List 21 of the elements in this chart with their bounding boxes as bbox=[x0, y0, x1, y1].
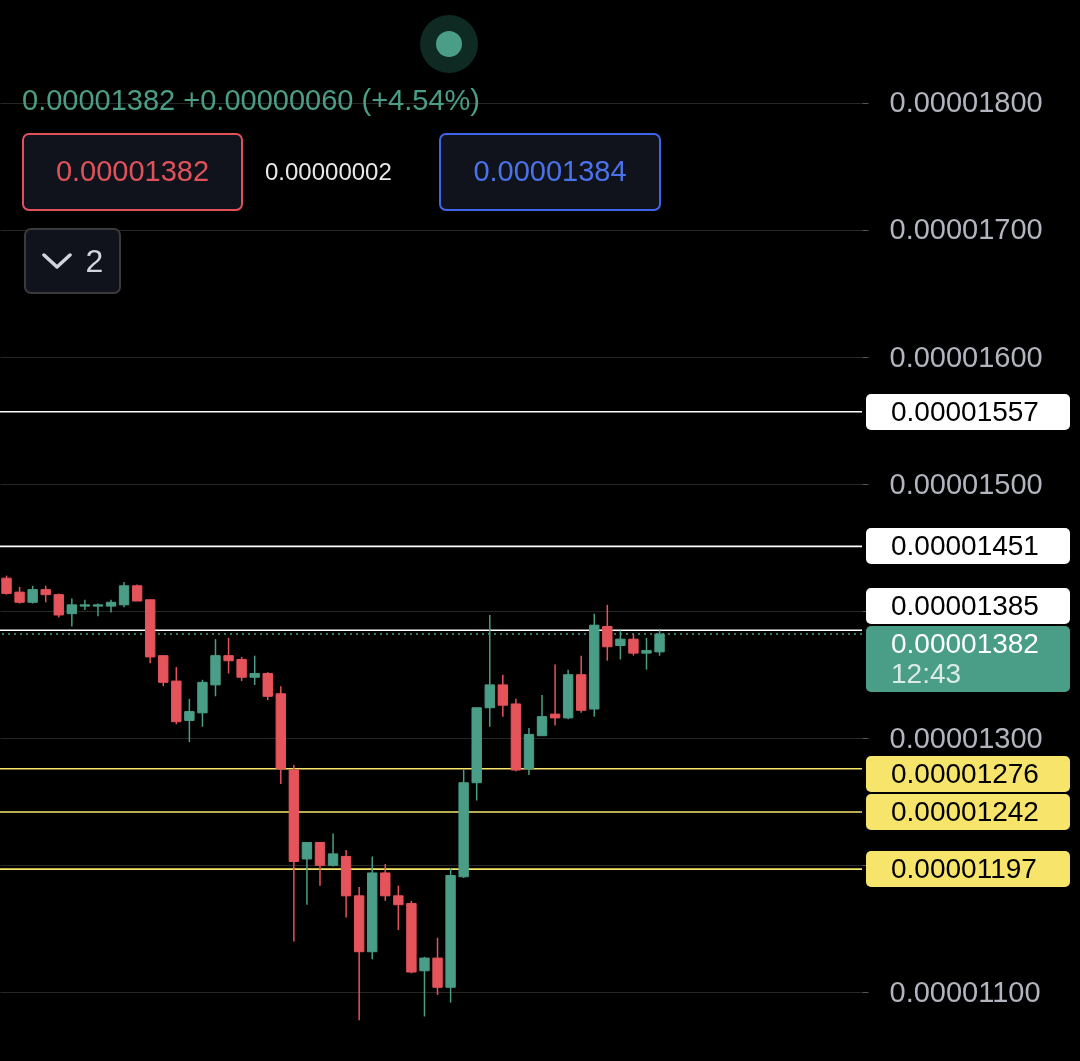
toggle-button: 2 bbox=[24, 228, 121, 294]
ref-line-label: 0.00001557 bbox=[891, 395, 1040, 427]
price-box: 0.00001384 bbox=[439, 133, 661, 211]
ref-line-label: 0.00001385 bbox=[891, 589, 1040, 621]
annotation: 0.00001382 bbox=[55, 155, 210, 189]
y-tick-label: 0.00001600 bbox=[889, 340, 1043, 373]
y-tick-label: 0.00001100 bbox=[889, 975, 1041, 1008]
ref-line-label: 0.00001451 bbox=[891, 530, 1040, 562]
y-tick-label: 0.00001300 bbox=[889, 721, 1043, 754]
ref-line-label: 0.00001242 bbox=[891, 795, 1040, 827]
annotation: 2 bbox=[85, 242, 104, 280]
annotation: 0.00000002 bbox=[265, 158, 392, 186]
price-box: 0.00001382 bbox=[22, 133, 243, 211]
text: 0.00001382 +0.00000060 (+4.54%) bbox=[22, 84, 480, 118]
y-tick-label: 0.00001500 bbox=[889, 467, 1043, 500]
ref-line-label: 0.00001197 bbox=[891, 853, 1038, 885]
y-tick-label: 0.00001700 bbox=[889, 213, 1043, 246]
y-tick-label: 0.00001800 bbox=[889, 86, 1043, 119]
ref-line-label: 0.00001276 bbox=[891, 757, 1040, 789]
annotation: 0.00001384 bbox=[473, 155, 627, 189]
ref-line-label: 0.00001382 12:43 bbox=[891, 627, 1040, 689]
